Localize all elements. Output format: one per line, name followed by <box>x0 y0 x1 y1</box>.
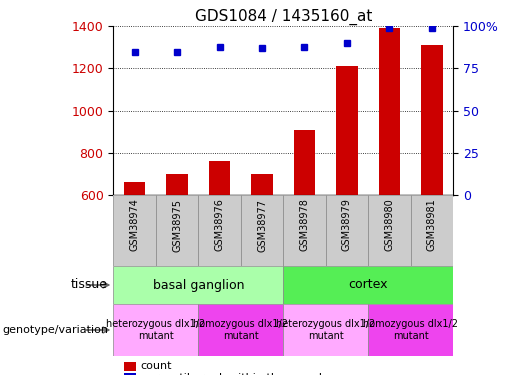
Title: GDS1084 / 1435160_at: GDS1084 / 1435160_at <box>195 9 372 25</box>
Bar <box>368 195 410 266</box>
Text: GSM38974: GSM38974 <box>130 199 140 251</box>
Bar <box>209 161 230 322</box>
Text: GSM38976: GSM38976 <box>215 199 225 251</box>
Text: basal ganglion: basal ganglion <box>152 279 244 291</box>
Bar <box>156 195 198 266</box>
Text: GSM38980: GSM38980 <box>385 199 394 251</box>
Text: GSM38978: GSM38978 <box>300 199 310 251</box>
Bar <box>379 28 400 322</box>
Bar <box>113 304 198 356</box>
Bar <box>113 266 283 304</box>
Bar <box>198 195 241 266</box>
Bar <box>283 195 325 266</box>
Bar <box>421 45 442 322</box>
Bar <box>198 304 283 356</box>
Bar <box>113 195 156 266</box>
Text: heterozygous dlx1/2
mutant: heterozygous dlx1/2 mutant <box>106 319 205 341</box>
Bar <box>166 174 187 322</box>
Bar <box>336 66 357 322</box>
Bar <box>368 304 453 356</box>
Bar <box>410 195 453 266</box>
Bar <box>325 195 368 266</box>
Bar <box>251 174 272 322</box>
Text: percentile rank within the sample: percentile rank within the sample <box>141 373 329 375</box>
Bar <box>241 195 283 266</box>
Text: genotype/variation: genotype/variation <box>2 325 108 335</box>
Text: GSM38979: GSM38979 <box>342 199 352 251</box>
Text: GSM38981: GSM38981 <box>427 199 437 251</box>
Text: homozygous dlx1/2
mutant: homozygous dlx1/2 mutant <box>363 319 458 341</box>
Text: cortex: cortex <box>349 279 388 291</box>
Bar <box>124 182 145 322</box>
Bar <box>283 304 368 356</box>
Text: count: count <box>141 362 172 371</box>
Bar <box>283 266 453 304</box>
Text: GSM38975: GSM38975 <box>172 199 182 252</box>
Text: homozygous dlx1/2
mutant: homozygous dlx1/2 mutant <box>193 319 288 341</box>
Text: tissue: tissue <box>71 279 108 291</box>
Text: GSM38977: GSM38977 <box>257 199 267 252</box>
Bar <box>294 130 315 322</box>
Text: heterozygous dlx1/2
mutant: heterozygous dlx1/2 mutant <box>276 319 375 341</box>
